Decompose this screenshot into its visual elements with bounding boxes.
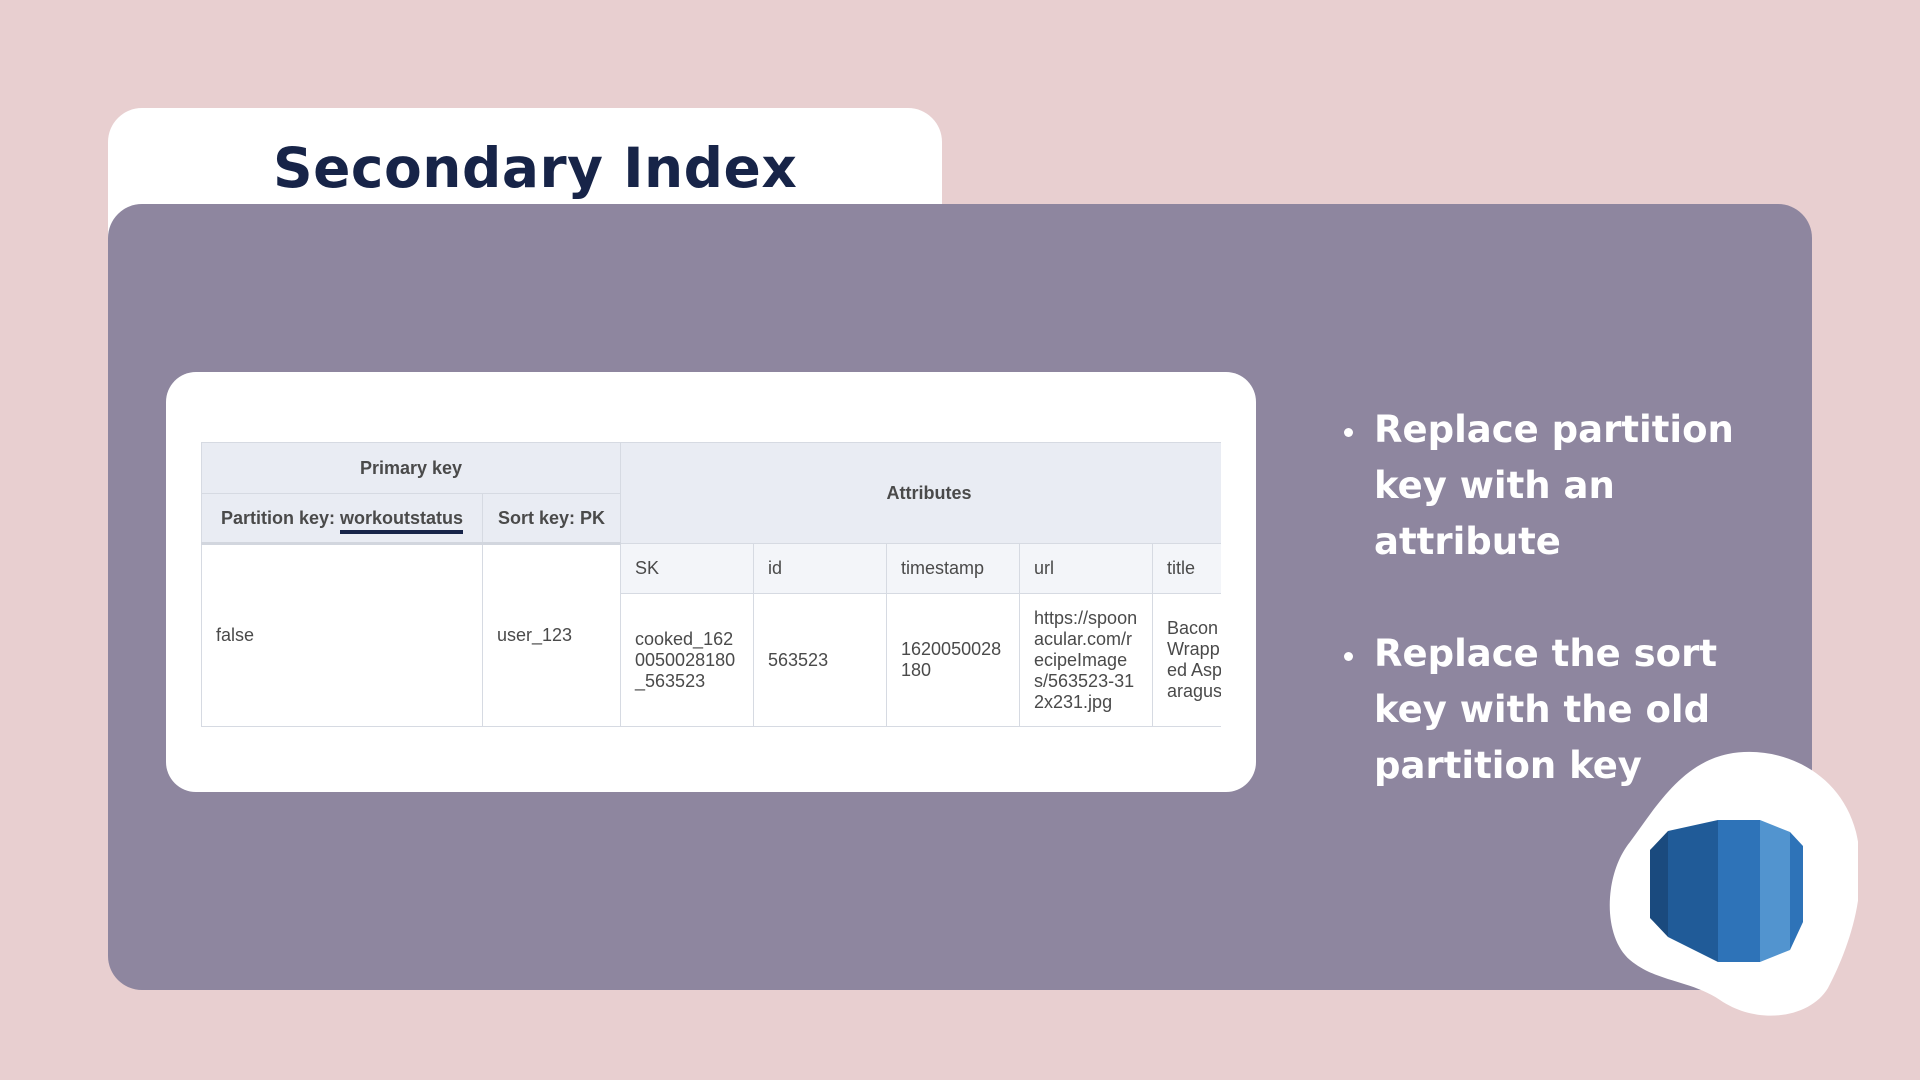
bullet-item: Replace the sort key with the old partit… xyxy=(1340,626,1780,794)
column-header-title: title xyxy=(1152,543,1221,594)
dynamodb-table: Primary key Attributes Partition key: wo… xyxy=(201,442,1221,727)
partition-key-label: Partition key: xyxy=(220,507,340,528)
logo-segment-mid-dark xyxy=(1668,820,1718,962)
timestamp-value-cell: 1620050028180 xyxy=(886,593,1021,727)
page-title: Secondary Index xyxy=(273,136,798,200)
sort-key-header: Sort key: PK xyxy=(481,493,622,545)
partition-key-header: Partition key: workoutstatus xyxy=(201,493,483,545)
sk-value-cell: cooked_1620050028180_563523 xyxy=(620,593,755,727)
column-header-sk: SK xyxy=(620,543,755,594)
bullet-list: Replace partition key with an attribute … xyxy=(1340,402,1780,850)
logo-segment-dark xyxy=(1650,831,1668,937)
partition-key-value: workoutstatus xyxy=(340,507,464,534)
column-header-timestamp: timestamp xyxy=(886,543,1021,594)
primary-key-header: Primary key xyxy=(201,442,622,494)
sort-value-cell: user_123 xyxy=(481,543,622,727)
partition-value-cell: false xyxy=(201,543,483,727)
dynamodb-icon xyxy=(1609,751,1858,1016)
bullet-item: Replace partition key with an attribute xyxy=(1340,402,1780,570)
table-card: Primary key Attributes Partition key: wo… xyxy=(166,372,1256,792)
logo-segment-light xyxy=(1760,820,1790,962)
title-value-cell: Bacon Wrapped Asparagus xyxy=(1152,593,1221,727)
id-value-cell: 563523 xyxy=(753,593,888,727)
column-header-id: id xyxy=(753,543,888,594)
table-viewport: Primary key Attributes Partition key: wo… xyxy=(201,442,1221,727)
logo-segment-mid xyxy=(1718,820,1760,962)
url-value-cell: https://spoonacular.com/recipeImages/563… xyxy=(1019,593,1154,727)
logo-segment-edge xyxy=(1790,832,1803,950)
column-header-url: url xyxy=(1019,543,1154,594)
attributes-header: Attributes xyxy=(620,442,1221,544)
